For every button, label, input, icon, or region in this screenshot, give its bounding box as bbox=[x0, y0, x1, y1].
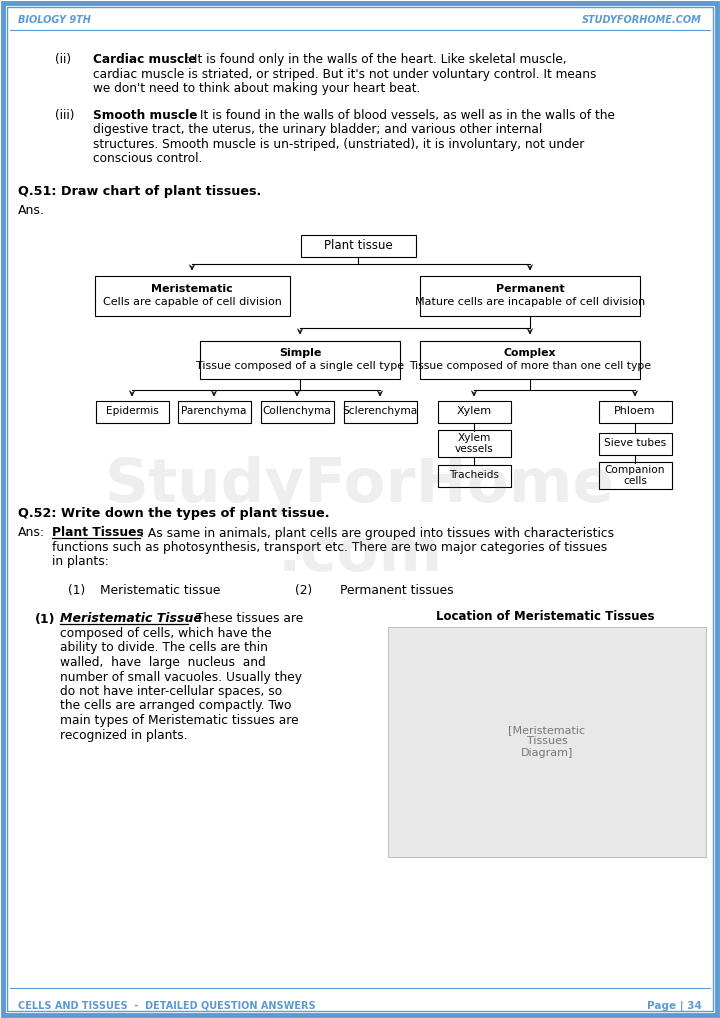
Text: Smooth muscle: Smooth muscle bbox=[93, 109, 197, 121]
Text: Meristematic tissue: Meristematic tissue bbox=[100, 584, 220, 597]
Text: digestive tract, the uterus, the urinary bladder; and various other internal: digestive tract, the uterus, the urinary… bbox=[93, 123, 542, 136]
Text: Tracheids: Tracheids bbox=[449, 470, 499, 480]
Text: Ans.: Ans. bbox=[18, 204, 45, 217]
Text: Sclerenchyma: Sclerenchyma bbox=[343, 406, 418, 416]
FancyBboxPatch shape bbox=[420, 340, 640, 379]
Text: functions such as photosynthesis, transport etc. There are two major categories : functions such as photosynthesis, transp… bbox=[52, 541, 607, 554]
Text: do not have inter-cellular spaces, so: do not have inter-cellular spaces, so bbox=[60, 685, 282, 698]
Text: (1): (1) bbox=[35, 613, 55, 625]
FancyBboxPatch shape bbox=[420, 276, 640, 316]
Text: main types of Meristematic tissues are: main types of Meristematic tissues are bbox=[60, 714, 299, 727]
Text: Q.51: Draw chart of plant tissues.: Q.51: Draw chart of plant tissues. bbox=[18, 184, 261, 197]
Text: (iii): (iii) bbox=[55, 109, 74, 121]
FancyBboxPatch shape bbox=[438, 400, 510, 422]
Text: : As same in animals, plant cells are grouped into tissues with characteristics: : As same in animals, plant cells are gr… bbox=[140, 526, 614, 540]
Text: : It is found only in the walls of the heart. Like skeletal muscle,: : It is found only in the walls of the h… bbox=[186, 53, 567, 66]
Text: Cardiac muscle: Cardiac muscle bbox=[93, 53, 197, 66]
Text: Tissue composed of more than one cell type: Tissue composed of more than one cell ty… bbox=[409, 360, 651, 371]
Text: (ii): (ii) bbox=[55, 53, 71, 66]
FancyBboxPatch shape bbox=[598, 433, 672, 454]
Text: Page | 34: Page | 34 bbox=[647, 1001, 702, 1012]
Text: Meristematic: Meristematic bbox=[151, 284, 233, 294]
Text: Meristematic Tissue: Meristematic Tissue bbox=[60, 613, 202, 625]
FancyBboxPatch shape bbox=[300, 234, 415, 257]
FancyBboxPatch shape bbox=[261, 400, 333, 422]
Text: Parenchyma: Parenchyma bbox=[181, 406, 247, 416]
Text: Xylem
vessels: Xylem vessels bbox=[454, 433, 493, 454]
Text: Cells are capable of cell division: Cells are capable of cell division bbox=[102, 296, 282, 306]
Text: in plants:: in plants: bbox=[52, 556, 109, 568]
Text: : It is found in the walls of blood vessels, as well as in the walls of the: : It is found in the walls of blood vess… bbox=[192, 109, 615, 121]
Text: recognized in plants.: recognized in plants. bbox=[60, 729, 188, 741]
Text: STUDYFORHOME.COM: STUDYFORHOME.COM bbox=[582, 15, 702, 25]
Text: Q.52: Write down the types of plant tissue.: Q.52: Write down the types of plant tiss… bbox=[18, 508, 330, 520]
FancyBboxPatch shape bbox=[598, 462, 672, 489]
Text: Ans:: Ans: bbox=[18, 526, 45, 540]
Text: conscious control.: conscious control. bbox=[93, 152, 202, 165]
Text: walled,  have  large  nucleus  and: walled, have large nucleus and bbox=[60, 656, 266, 669]
Text: Epidermis: Epidermis bbox=[106, 406, 158, 416]
Text: Companion
cells: Companion cells bbox=[605, 464, 665, 487]
Text: : These tissues are: : These tissues are bbox=[188, 613, 303, 625]
Text: number of small vacuoles. Usually they: number of small vacuoles. Usually they bbox=[60, 671, 302, 683]
Text: we don't need to think about making your heart beat.: we don't need to think about making your… bbox=[93, 82, 420, 95]
Text: Permanent tissues: Permanent tissues bbox=[340, 584, 454, 597]
Text: cardiac muscle is striated, or striped. But it's not under voluntary control. It: cardiac muscle is striated, or striped. … bbox=[93, 67, 596, 80]
FancyBboxPatch shape bbox=[96, 400, 168, 422]
Text: (2): (2) bbox=[295, 584, 312, 597]
FancyBboxPatch shape bbox=[343, 400, 416, 422]
FancyBboxPatch shape bbox=[598, 400, 672, 422]
Text: Location of Meristematic Tissues: Location of Meristematic Tissues bbox=[436, 610, 654, 622]
Text: composed of cells, which have the: composed of cells, which have the bbox=[60, 627, 271, 640]
Text: BIOLOGY 9TH: BIOLOGY 9TH bbox=[18, 15, 91, 25]
Text: Complex: Complex bbox=[504, 348, 557, 358]
Text: StudyForHome
.com: StudyForHome .com bbox=[105, 456, 615, 583]
FancyBboxPatch shape bbox=[94, 276, 289, 316]
Text: structures. Smooth muscle is un-striped, (unstriated), it is involuntary, not un: structures. Smooth muscle is un-striped,… bbox=[93, 137, 584, 151]
Text: Mature cells are incapable of cell division: Mature cells are incapable of cell divis… bbox=[415, 296, 645, 306]
Text: Phloem: Phloem bbox=[614, 406, 656, 416]
Text: Sieve tubes: Sieve tubes bbox=[604, 439, 666, 449]
Text: the cells are arranged compactly. Two: the cells are arranged compactly. Two bbox=[60, 699, 292, 713]
Text: Xylem: Xylem bbox=[456, 406, 492, 416]
Text: [Meristematic
Tissues
Diagram]: [Meristematic Tissues Diagram] bbox=[508, 725, 585, 758]
Text: (1): (1) bbox=[68, 584, 85, 597]
Text: Collenchyma: Collenchyma bbox=[263, 406, 331, 416]
FancyBboxPatch shape bbox=[200, 340, 400, 379]
Text: Plant Tissues: Plant Tissues bbox=[52, 526, 144, 540]
FancyBboxPatch shape bbox=[438, 430, 510, 457]
FancyBboxPatch shape bbox=[438, 464, 510, 487]
FancyBboxPatch shape bbox=[178, 400, 251, 422]
Text: Simple: Simple bbox=[279, 348, 321, 358]
Text: Permanent: Permanent bbox=[495, 284, 564, 294]
Bar bbox=[388, 626, 706, 856]
Text: ability to divide. The cells are thin: ability to divide. The cells are thin bbox=[60, 641, 268, 655]
Text: Plant tissue: Plant tissue bbox=[323, 239, 392, 252]
Text: Tissue composed of a single cell type: Tissue composed of a single cell type bbox=[196, 360, 404, 371]
Text: CELLS AND TISSUES  -  DETAILED QUESTION ANSWERS: CELLS AND TISSUES - DETAILED QUESTION AN… bbox=[18, 1001, 315, 1011]
